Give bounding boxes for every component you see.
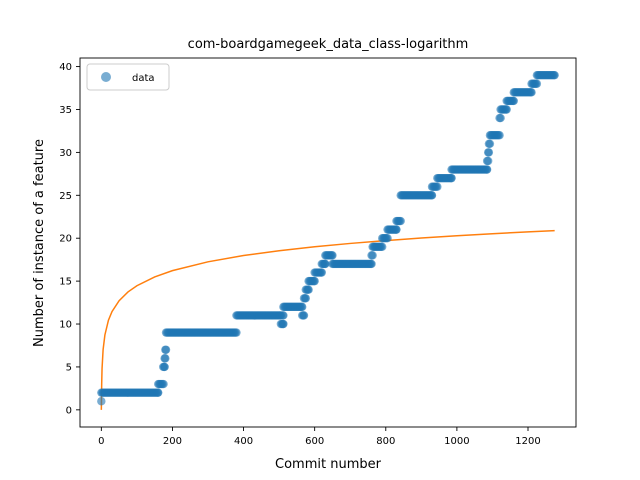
data-point — [447, 173, 456, 183]
data-point — [301, 294, 310, 303]
fit-line-layer — [100, 229, 555, 410]
axes: 0 200 400 600 800 1000 1200 0 5 10 15 20 25 30 35 40 — [59, 57, 577, 447]
data-point — [368, 251, 377, 260]
x-tick-label: 1000 — [444, 436, 469, 447]
data-point — [396, 216, 405, 226]
y-tick-label: 30 — [59, 148, 72, 159]
x-tick-label: 400 — [234, 436, 253, 447]
data-point — [298, 302, 307, 312]
data-point — [299, 311, 309, 320]
data-point — [97, 397, 106, 406]
y-tick-label: 15 — [59, 277, 72, 288]
x-axis-label: Commit number — [275, 457, 382, 472]
plot-frame — [79, 57, 577, 428]
y-tick-label: 0 — [66, 405, 72, 416]
data-point — [328, 251, 337, 260]
chart-title: com-boardgamegeek_data_class-logarithm — [188, 37, 469, 52]
data-point — [279, 311, 288, 320]
y-tick-label: 40 — [59, 62, 72, 73]
data-point — [392, 225, 401, 234]
x-tick-label: 600 — [305, 436, 324, 447]
data-point — [527, 88, 536, 97]
y-tick-label: 20 — [59, 234, 72, 245]
data-point — [161, 345, 171, 354]
legend-marker-data — [101, 72, 111, 82]
legend: data — [86, 63, 170, 91]
x-tick-label: 0 — [98, 436, 104, 447]
data-point — [161, 354, 170, 363]
data-point — [485, 139, 495, 149]
data-point — [532, 79, 542, 88]
legend-label-data: data — [132, 73, 155, 84]
data-point — [502, 105, 511, 114]
y-tick-label: 5 — [66, 362, 72, 373]
x-tick-label: 1200 — [515, 436, 540, 447]
data-point — [160, 362, 169, 372]
x-tick-label: 800 — [376, 436, 395, 447]
data-points-layer — [97, 70, 559, 406]
data-point — [496, 113, 505, 123]
data-point — [383, 234, 392, 243]
fit-line — [100, 229, 555, 410]
data-point — [367, 259, 376, 269]
data-point — [304, 285, 313, 294]
data-point — [483, 156, 493, 166]
data-point — [427, 191, 437, 200]
data-point — [317, 268, 326, 277]
data-point — [232, 328, 241, 337]
data-point — [484, 148, 494, 157]
data-point — [433, 182, 442, 191]
legend-box — [86, 63, 170, 91]
data-point — [279, 319, 288, 329]
y-tick-label: 35 — [59, 105, 72, 116]
y-axis-label: Number of instance of a feature — [32, 139, 47, 347]
data-point — [154, 388, 163, 397]
y-tick-label: 25 — [59, 191, 72, 202]
data-point — [321, 259, 330, 269]
data-point — [378, 242, 387, 251]
data-point — [482, 165, 492, 174]
data-point — [509, 96, 518, 106]
data-point — [550, 70, 559, 80]
data-point — [495, 131, 504, 140]
data-point — [310, 276, 319, 286]
data-point — [159, 379, 168, 389]
y-tick-label: 10 — [59, 320, 72, 331]
x-tick-label: 200 — [163, 436, 182, 447]
